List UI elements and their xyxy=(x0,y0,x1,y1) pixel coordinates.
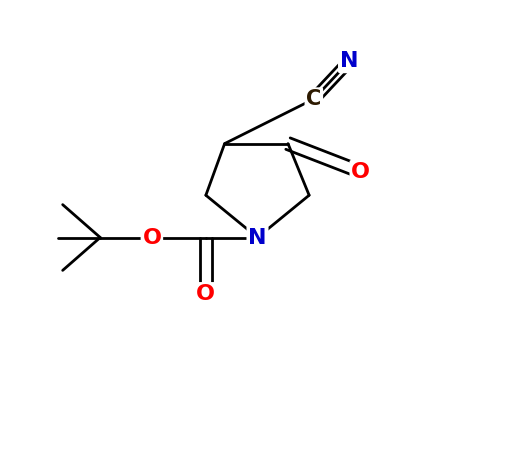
Text: C: C xyxy=(306,89,321,109)
Text: O: O xyxy=(351,162,370,182)
Text: N: N xyxy=(248,228,267,247)
Text: O: O xyxy=(142,228,161,247)
Text: O: O xyxy=(196,284,215,304)
Text: N: N xyxy=(340,51,358,71)
